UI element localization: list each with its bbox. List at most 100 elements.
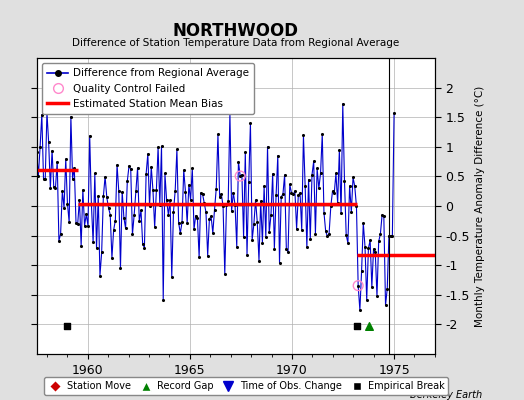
Point: [339, 100, 347, 107]
Point: [63, 323, 71, 329]
Point: [361, 244, 369, 250]
Point: [296, 190, 304, 196]
Point: [171, 187, 179, 194]
Point: [65, 219, 73, 226]
Point: [353, 323, 362, 329]
Point: [103, 194, 111, 200]
Point: [217, 191, 225, 197]
Point: [41, 176, 49, 182]
Point: [97, 249, 106, 256]
Point: [359, 220, 367, 226]
Point: [287, 190, 296, 196]
Point: [248, 237, 256, 243]
Point: [356, 307, 364, 313]
Legend: Station Move, Record Gap, Time of Obs. Change, Empirical Break: Station Move, Record Gap, Time of Obs. C…: [44, 377, 449, 395]
Point: [325, 230, 333, 237]
Point: [222, 202, 231, 208]
Point: [122, 225, 130, 232]
Point: [50, 184, 58, 191]
Point: [46, 184, 54, 191]
Point: [261, 234, 270, 240]
Point: [203, 252, 212, 259]
Point: [347, 209, 355, 215]
Point: [147, 164, 156, 170]
Point: [227, 208, 236, 214]
Point: [252, 197, 260, 203]
Point: [311, 230, 320, 237]
Point: [126, 166, 135, 173]
Point: [58, 188, 67, 194]
Point: [214, 131, 222, 138]
Point: [231, 202, 239, 208]
Point: [344, 240, 352, 246]
Point: [373, 293, 381, 300]
Point: [375, 238, 383, 245]
Point: [272, 192, 280, 198]
Point: [267, 212, 275, 219]
Point: [181, 188, 190, 195]
Point: [180, 167, 188, 173]
Point: [298, 227, 306, 233]
Point: [366, 237, 374, 244]
Point: [110, 227, 118, 233]
Point: [308, 172, 316, 178]
Point: [69, 176, 77, 182]
Point: [323, 233, 332, 240]
Point: [381, 302, 390, 308]
Point: [332, 170, 340, 176]
Point: [84, 222, 92, 229]
Point: [184, 182, 193, 188]
Point: [245, 179, 253, 185]
Point: [75, 196, 84, 203]
Point: [82, 211, 91, 218]
Point: [364, 245, 373, 251]
Point: [91, 170, 99, 177]
Point: [280, 172, 289, 178]
Point: [161, 170, 169, 177]
Point: [80, 222, 89, 229]
Point: [152, 187, 160, 194]
Point: [345, 183, 354, 189]
Point: [387, 232, 395, 239]
Point: [330, 190, 339, 197]
Point: [156, 202, 164, 208]
Point: [342, 232, 351, 238]
Point: [310, 158, 318, 164]
Point: [352, 203, 361, 210]
Point: [134, 165, 142, 171]
Point: [63, 201, 72, 207]
Point: [210, 206, 219, 213]
Point: [187, 197, 195, 203]
Point: [388, 232, 397, 239]
Point: [188, 165, 196, 171]
Point: [264, 144, 272, 150]
Point: [79, 187, 87, 193]
Point: [73, 220, 82, 227]
Point: [36, 144, 45, 150]
Point: [176, 230, 184, 236]
Point: [145, 203, 154, 210]
Point: [274, 152, 282, 159]
Point: [335, 147, 344, 154]
Point: [135, 218, 144, 224]
Point: [257, 198, 265, 204]
Point: [39, 176, 48, 182]
Point: [238, 171, 246, 178]
Point: [385, 232, 393, 239]
Point: [159, 296, 167, 303]
Point: [371, 249, 379, 256]
Point: [149, 187, 157, 194]
Point: [318, 131, 326, 137]
Point: [169, 208, 178, 215]
Point: [67, 114, 75, 120]
Point: [150, 224, 159, 230]
Point: [314, 185, 323, 192]
Point: [326, 203, 335, 210]
Point: [364, 323, 373, 329]
Point: [104, 205, 113, 211]
Point: [57, 230, 65, 237]
Point: [118, 188, 126, 195]
Point: [337, 210, 345, 216]
Point: [85, 132, 94, 139]
Point: [215, 194, 224, 200]
